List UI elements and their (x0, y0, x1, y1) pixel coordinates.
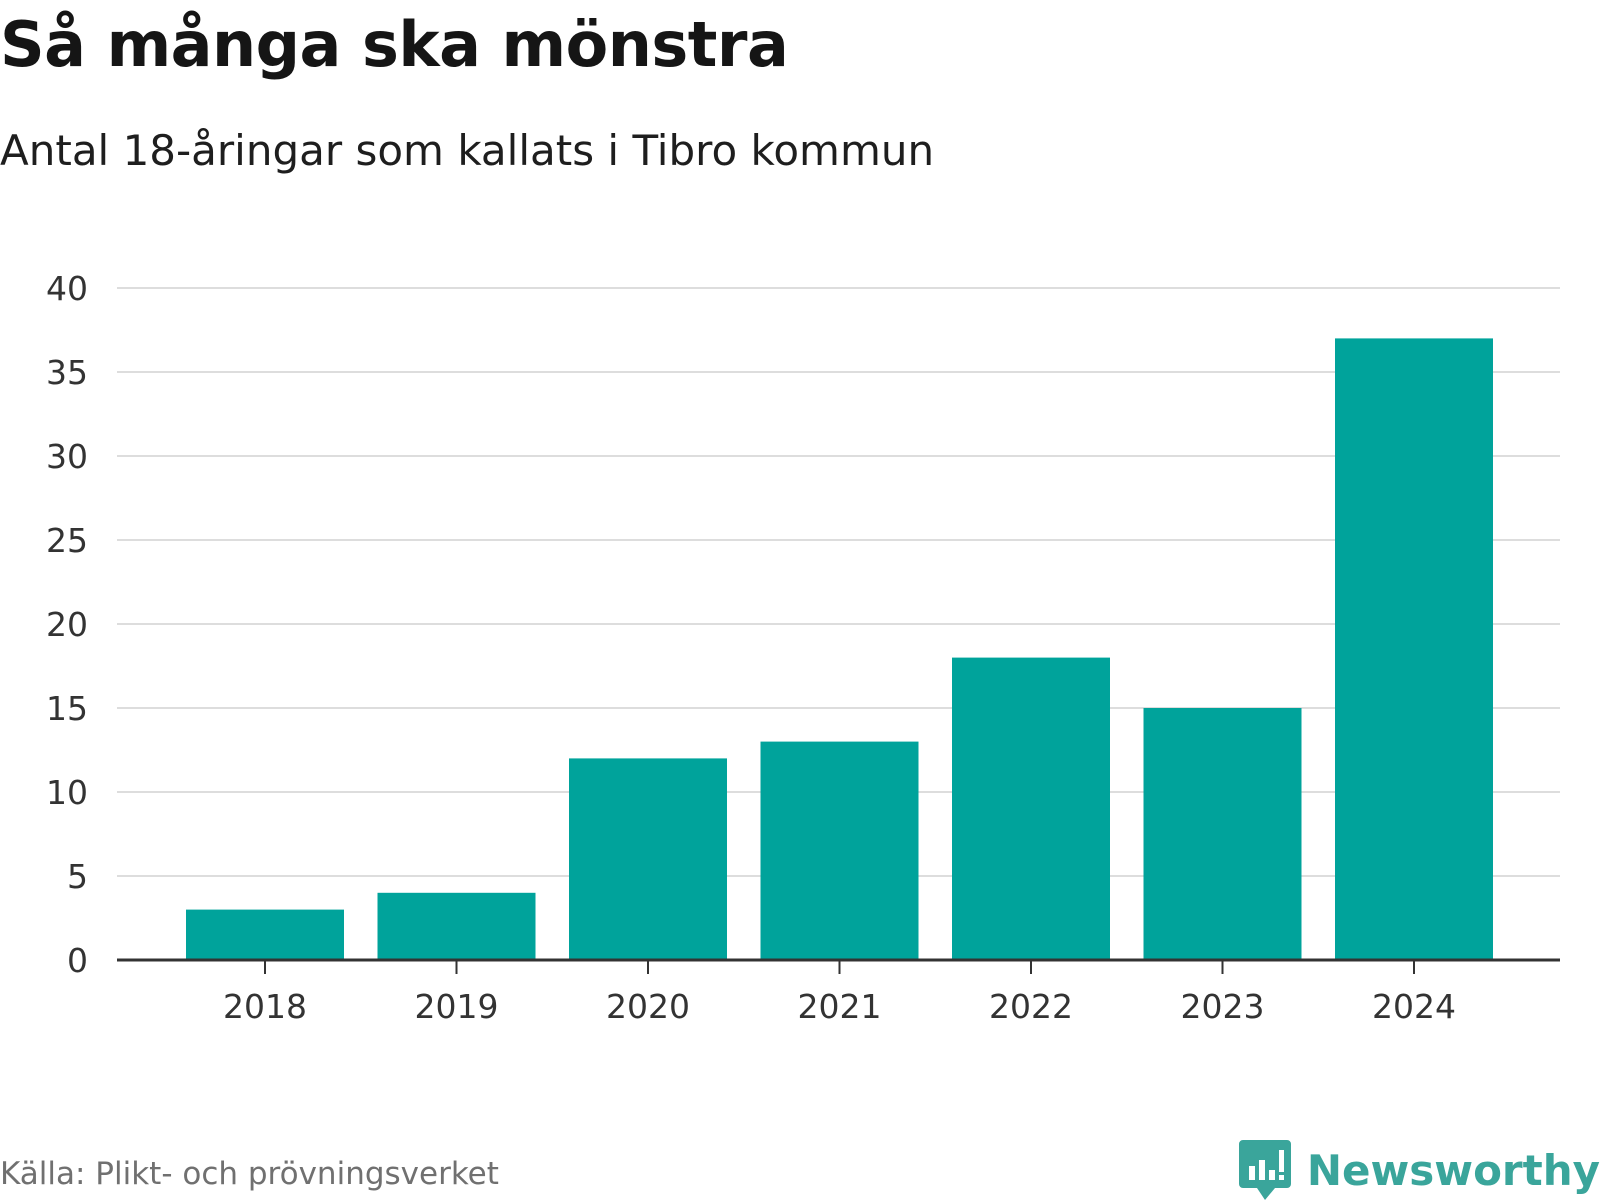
grid-lines (117, 287, 1560, 877)
y-tick-label: 35 (46, 353, 88, 392)
y-tick-label: 15 (46, 689, 88, 728)
y-axis-tick-labels: 0 5 10 15 20 25 30 35 40 (46, 269, 88, 980)
source-note: Källa: Plikt- och prövningsverket (0, 1156, 499, 1192)
brand-logo: Newsworthy (1238, 1140, 1600, 1200)
bar-2019 (377, 892, 536, 960)
chart-subtitle: Antal 18-åringar som kallats i Tibro kom… (0, 126, 935, 175)
bar-2024 (1335, 338, 1493, 960)
brand-name: Newsworthy (1306, 1145, 1600, 1195)
bar-2021 (760, 741, 919, 960)
y-tick-label: 20 (46, 605, 88, 644)
bar-2022 (952, 657, 1110, 960)
bars (186, 338, 1493, 960)
y-tick-label: 30 (46, 437, 88, 476)
x-tick-label: 2019 (415, 987, 499, 1026)
x-tick-label: 2024 (1372, 987, 1456, 1026)
x-tick-label: 2023 (1181, 987, 1265, 1026)
x-tick-label: 2018 (223, 987, 307, 1026)
y-tick-label: 25 (46, 521, 88, 560)
y-tick-label: 0 (67, 941, 88, 980)
y-tick-label: 5 (67, 857, 88, 896)
y-tick-label: 10 (46, 773, 88, 812)
bar-2020 (569, 758, 727, 960)
x-axis: 2018 2019 2020 2021 2022 2023 2024 (117, 958, 1560, 1026)
x-tick-label: 2020 (606, 987, 690, 1026)
newsworthy-chart-bubble-icon (1238, 1140, 1291, 1200)
bar-2018 (186, 909, 344, 960)
x-tick-label: 2022 (989, 987, 1073, 1026)
bar-2023 (1143, 708, 1302, 960)
x-tick-label: 2021 (798, 987, 882, 1026)
bar-chart: 0 5 10 15 20 25 30 35 40 2018 2019 2020 2021 2022 202… (46, 269, 1560, 1026)
y-tick-label: 40 (46, 269, 88, 308)
chart-title: Så många ska mönstra (0, 8, 789, 81)
